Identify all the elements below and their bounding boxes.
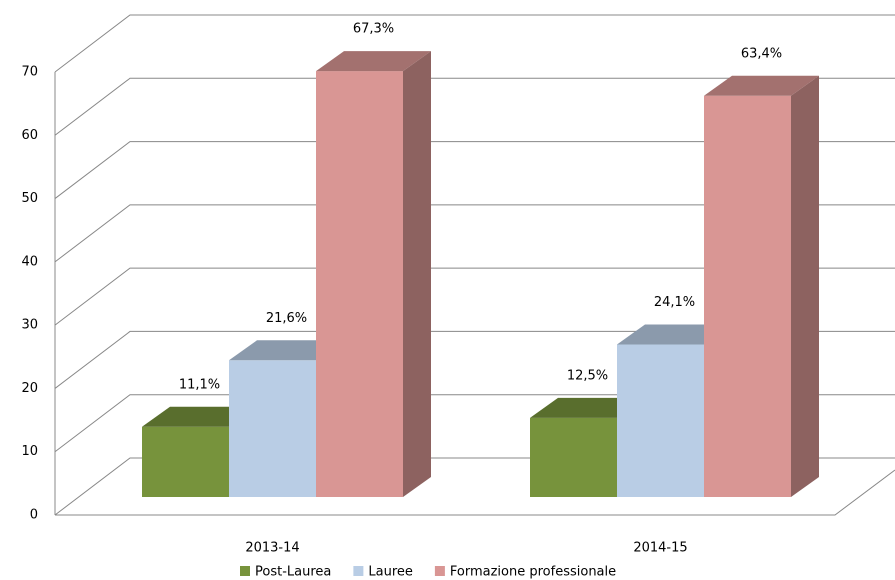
value-label: 21,6% bbox=[266, 311, 307, 326]
bar bbox=[316, 71, 403, 497]
y-tick-label: 50 bbox=[21, 191, 38, 206]
legend-label: Post-Laurea bbox=[255, 565, 331, 580]
grid-line bbox=[54, 77, 895, 136]
bar bbox=[617, 344, 704, 497]
value-label: 24,1% bbox=[654, 295, 695, 310]
y-tick-label: 40 bbox=[21, 254, 38, 269]
bar-top bbox=[704, 75, 819, 96]
bar-side bbox=[791, 75, 819, 498]
y-tick-label: 10 bbox=[21, 444, 38, 459]
y-tick-label: 30 bbox=[21, 318, 38, 333]
grid-line bbox=[54, 204, 895, 263]
bar-top bbox=[617, 324, 732, 345]
legend-swatch bbox=[434, 566, 445, 576]
y-tick-label: 60 bbox=[21, 128, 38, 143]
bars bbox=[142, 51, 819, 498]
grid-line bbox=[54, 267, 895, 326]
bar-top bbox=[229, 340, 344, 361]
bar bbox=[142, 426, 229, 497]
bar bbox=[704, 95, 791, 498]
value-label: 63,4% bbox=[741, 46, 782, 61]
floor-edge bbox=[55, 469, 895, 516]
x-tick-label: 2014-15 bbox=[633, 541, 687, 556]
y-tick-label: 70 bbox=[21, 65, 38, 80]
value-label: 12,5% bbox=[567, 368, 608, 383]
value-label: 67,3% bbox=[353, 22, 394, 37]
legend-label: Formazione professionale bbox=[450, 565, 616, 580]
bar-top bbox=[530, 397, 645, 418]
bar bbox=[530, 417, 617, 497]
grid-line bbox=[54, 14, 895, 73]
legend-label: Lauree bbox=[368, 565, 413, 580]
grid-line bbox=[54, 141, 895, 199]
bar-side bbox=[403, 51, 431, 497]
x-tick-label: 2013-14 bbox=[245, 541, 299, 556]
bar-top bbox=[142, 406, 257, 427]
legend-swatch bbox=[353, 566, 364, 576]
value-label: 11,1% bbox=[179, 377, 220, 392]
bar-top bbox=[316, 51, 431, 72]
y-tick-label: 20 bbox=[21, 381, 38, 396]
legend-swatch bbox=[240, 566, 250, 576]
bar bbox=[229, 360, 316, 497]
labels: 0 10 20 30 40 50 60 70 2013-14 11,1% 21,6% 67,3% 201… bbox=[21, 22, 782, 580]
grid bbox=[54, 14, 895, 516]
y-tick-label: 0 bbox=[30, 508, 38, 523]
